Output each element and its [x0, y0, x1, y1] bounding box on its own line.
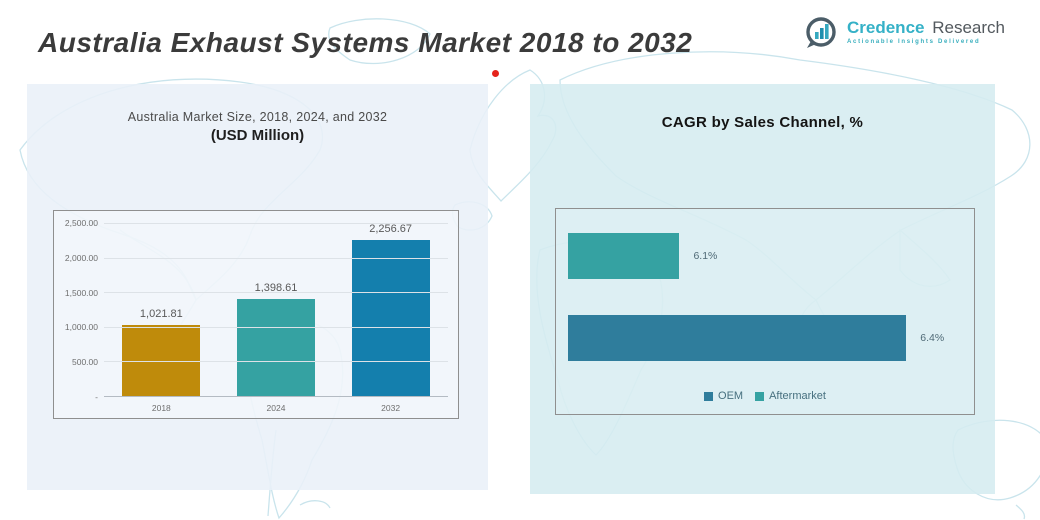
- bar-row-oem: 6.4%: [568, 315, 966, 361]
- cagr-chart: 6.1% 6.4% OEM Aftermarket: [555, 208, 975, 415]
- cagr-chart-title: CAGR by Sales Channel, %: [661, 114, 864, 131]
- x-tick-label: 2024: [266, 403, 286, 413]
- bar-value-label: 1,398.61: [254, 282, 298, 295]
- market-size-chart-title: Australia Market Size, 2018, 2024, and 2…: [127, 110, 388, 124]
- page-title: Australia Exhaust Systems Market 2018 to…: [38, 26, 693, 58]
- logo-wordmark: Credence Research Actionable Insights De…: [847, 18, 1005, 46]
- bar-group-2018: 1,021.81: [122, 223, 201, 396]
- logo-tagline: Actionable Insights Delivered: [847, 39, 981, 45]
- plot-area: 1,021.81 1,398.61 2,256.67: [104, 223, 448, 397]
- x-tick-label: 2018: [151, 403, 171, 413]
- logo-bubble-chart-icon: [806, 17, 836, 48]
- y-tick-label: 500.00: [72, 357, 98, 368]
- legend-label: Aftermarket: [769, 390, 826, 402]
- legend-item-aftermarket: Aftermarket: [755, 390, 826, 402]
- bar-value-label: 1,021.81: [139, 308, 183, 321]
- bar-group-2032: 2,256.67: [351, 222, 430, 396]
- gridline: [104, 361, 448, 363]
- logo-brand-primary: Credence: [847, 18, 925, 37]
- bar-series: 1,021.81 1,398.61 2,256.67: [104, 223, 448, 396]
- gridline: [104, 326, 448, 328]
- logo-brand-secondary: Research: [932, 18, 1005, 37]
- market-size-chart-subtitle: (USD Million): [210, 127, 305, 144]
- bar-value-label: 6.4%: [920, 332, 945, 344]
- y-tick-label: 2,000.00: [64, 252, 98, 263]
- y-axis: 2,500.00 2,000.00 1,500.00 1,000.00 500.00 -: [58, 218, 100, 402]
- legend-swatch: [704, 391, 714, 401]
- y-tick-label: -: [95, 392, 98, 402]
- bar-2032: [351, 239, 430, 396]
- bar-group-2024: 1,398.61: [236, 223, 315, 396]
- market-size-chart-panel: Australia Market Size, 2018, 2024, and 2…: [27, 84, 488, 490]
- chart-legend: OEM Aftermarket: [556, 390, 974, 402]
- bar-oem: [568, 315, 907, 361]
- gridline: [104, 292, 448, 294]
- legend-label: OEM: [718, 390, 744, 402]
- legend-item-oem: OEM: [704, 390, 743, 402]
- y-tick-label: 1,500.00: [64, 287, 98, 298]
- legend-swatch: [755, 391, 765, 401]
- credence-research-logo: Credence Research Actionable Insights De…: [802, 14, 1005, 52]
- x-tick-label: 2032: [381, 403, 401, 413]
- bar-value-label: 2,256.67: [369, 222, 413, 235]
- x-axis: 2018 2024 2032: [104, 398, 448, 418]
- bar-aftermarket: [568, 233, 680, 279]
- bar-2024: [236, 299, 315, 396]
- cagr-chart-panel: CAGR by Sales Channel, % 6.1% 6.4% OEM Af…: [530, 84, 995, 494]
- bar-row-aftermarket: 6.1%: [568, 233, 966, 279]
- gridline: [104, 257, 448, 259]
- y-tick-label: 2,500.00: [64, 218, 98, 228]
- y-tick-label: 1,000.00: [64, 322, 98, 333]
- bar-2018: [122, 325, 201, 396]
- market-size-chart: 2,500.00 2,000.00 1,500.00 1,000.00 500.00- …: [53, 210, 459, 419]
- red-dot-marker: [492, 70, 499, 77]
- bar-value-label: 6.1%: [693, 250, 718, 262]
- gridline: [104, 223, 448, 224]
